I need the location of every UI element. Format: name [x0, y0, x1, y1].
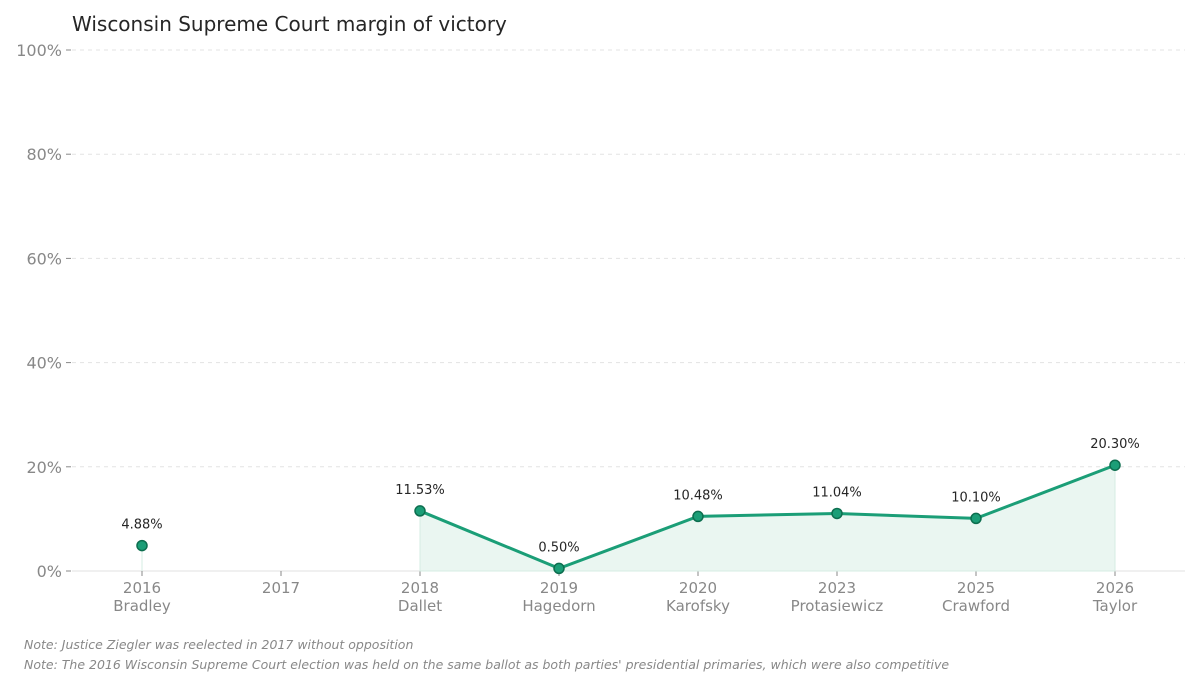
x-tick-year: 2020 — [679, 579, 717, 597]
x-tick-year: 2016 — [123, 579, 161, 597]
y-tick-label: 20% — [26, 458, 62, 477]
y-tick-label: 0% — [37, 562, 62, 581]
data-point — [136, 539, 148, 552]
x-tick-year: 2025 — [957, 579, 995, 597]
data-label: 0.50% — [538, 540, 579, 555]
data-label: 11.04% — [812, 485, 862, 500]
x-tick-name: Taylor — [1092, 597, 1138, 615]
data-label: 10.48% — [673, 488, 723, 503]
footnote-2: Note: The 2016 Wisconsin Supreme Court e… — [24, 657, 950, 672]
x-tick-name: Crawford — [942, 597, 1010, 615]
x-tick-year: 2023 — [818, 579, 856, 597]
data-label: 4.88% — [121, 518, 162, 533]
x-tick-year: 2026 — [1096, 579, 1134, 597]
data-point — [553, 562, 565, 575]
y-tick-label: 60% — [26, 249, 62, 268]
data-point — [1109, 459, 1121, 471]
data-point — [970, 512, 982, 525]
x-tick-year: 2019 — [540, 579, 578, 597]
x-tick-year: 2018 — [401, 579, 439, 597]
y-tick-label: 80% — [26, 145, 62, 164]
data-label: 20.30% — [1090, 437, 1140, 452]
data-point — [692, 510, 704, 523]
x-tick-name: Protasiewicz — [791, 597, 884, 615]
data-label: 11.53% — [395, 483, 445, 498]
data-label: 10.10% — [951, 490, 1001, 505]
y-tick-label: 100% — [16, 41, 62, 60]
y-tick-label: 40% — [26, 354, 62, 373]
x-tick-name: Hagedorn — [522, 597, 595, 615]
data-point — [414, 505, 426, 517]
x-tick-name: Bradley — [113, 597, 171, 615]
footnote-1: Note: Justice Ziegler was reelected in 2… — [24, 637, 414, 652]
chart-title: Wisconsin Supreme Court margin of victor… — [72, 12, 507, 36]
x-tick-name: Dallet — [398, 597, 442, 615]
data-point — [831, 507, 843, 520]
x-tick-year: 2017 — [262, 579, 300, 597]
x-tick-name: Karofsky — [666, 597, 730, 615]
series-line — [419, 463, 1116, 571]
